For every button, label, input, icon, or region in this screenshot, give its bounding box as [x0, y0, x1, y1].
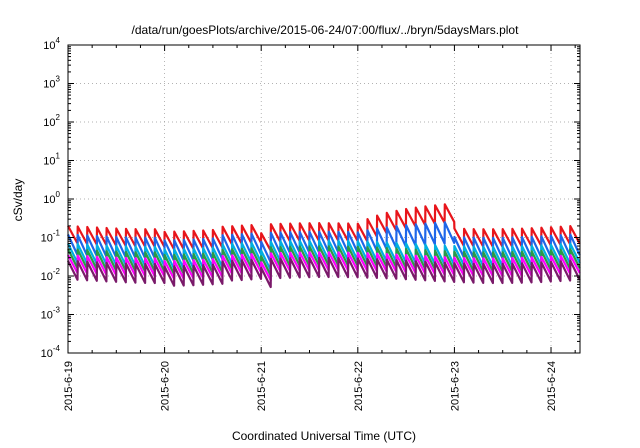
- y-tick-label: 10-2: [41, 267, 61, 283]
- y-tick-label: 10-4: [41, 344, 61, 360]
- y-tick-label: 101: [43, 152, 60, 168]
- y-axis-ticks: 104 103 102 101 100 10-1 10-2 10-3 10-4: [41, 36, 580, 360]
- x-axis-ticks: 2015-6-19 2015-6-20 2015-6-21 2015-6-22 2015…: [63, 45, 576, 411]
- x-tick-label: 2015-6-19: [63, 361, 75, 411]
- chart-title: /data/run/goesPlots/archive/2015-06-24/0…: [132, 23, 520, 37]
- series-layer: [67, 203, 581, 289]
- series-line: [67, 256, 581, 289]
- x-tick-label: 2015-6-24: [546, 361, 558, 411]
- grid: [68, 45, 580, 353]
- y-tick-label: 10-3: [41, 306, 61, 322]
- y-tick-label: 102: [43, 113, 60, 129]
- x-tick-label: 2015-6-21: [256, 361, 268, 411]
- y-tick-label: 100: [43, 190, 60, 206]
- y-tick-label: 103: [43, 75, 60, 91]
- x-tick-label: 2015-6-22: [353, 361, 365, 411]
- y-tick-label: 10-1: [41, 229, 61, 245]
- y-axis-label: cSv/day: [11, 179, 25, 222]
- y-tick-label: 104: [43, 36, 60, 52]
- x-axis-label: Coordinated Universal Time (UTC): [232, 429, 416, 443]
- x-tick-label: 2015-6-20: [160, 361, 172, 411]
- x-tick-label: 2015-6-23: [449, 361, 461, 411]
